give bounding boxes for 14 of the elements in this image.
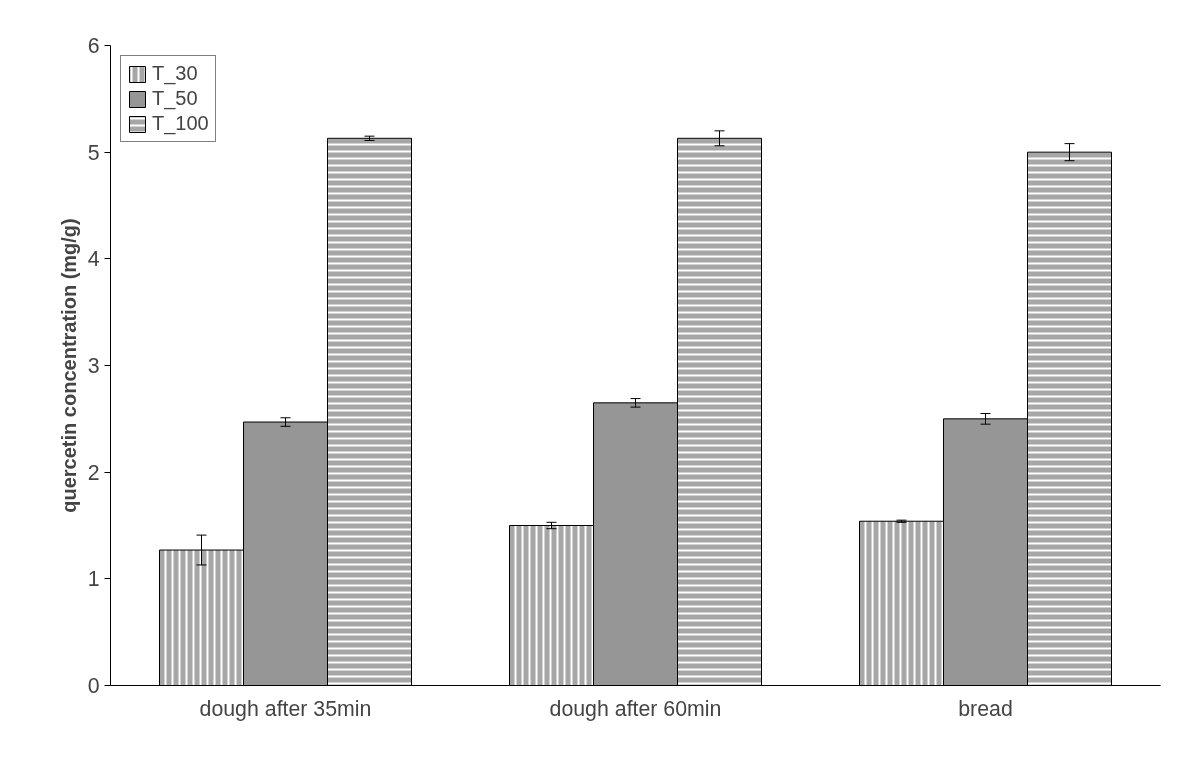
y-axis-title: quercetin concentration (mg/g) xyxy=(57,218,80,513)
y-tick-label: 2 xyxy=(87,460,100,485)
legend-label: T_30 xyxy=(152,62,198,85)
y-tick-label: 3 xyxy=(87,354,100,378)
y-tick-label: 1 xyxy=(87,567,100,592)
y-tick-label: 5 xyxy=(87,140,100,165)
y-tick-label: 0 xyxy=(87,674,100,698)
x-tick-label: dough after 60min xyxy=(549,696,722,721)
y-tick-label: 6 xyxy=(87,34,100,58)
x-tick-label: dough after 35min xyxy=(199,696,372,721)
legend-label: T_50 xyxy=(152,87,198,110)
y-tick-label: 4 xyxy=(87,247,100,272)
x-tick-label: bread xyxy=(958,696,1013,721)
legend-label: T_100 xyxy=(152,112,209,135)
